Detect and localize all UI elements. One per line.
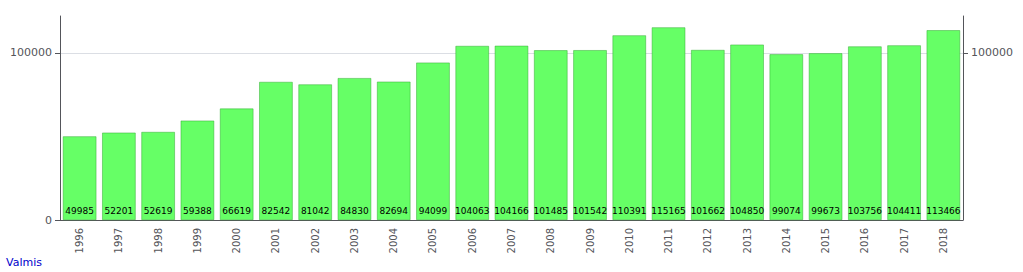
svg-text:104063: 104063 [455, 206, 489, 216]
svg-text:82542: 82542 [262, 206, 291, 216]
svg-text:2002: 2002 [310, 228, 321, 253]
svg-text:110391: 110391 [612, 206, 646, 216]
svg-text:2012: 2012 [702, 228, 713, 253]
svg-text:59388: 59388 [183, 206, 212, 216]
svg-text:52201: 52201 [105, 206, 134, 216]
svg-text:1997: 1997 [113, 228, 124, 253]
svg-text:1999: 1999 [192, 228, 203, 253]
svg-text:2003: 2003 [349, 228, 360, 253]
svg-text:2018: 2018 [938, 228, 949, 253]
svg-text:94099: 94099 [419, 206, 448, 216]
svg-text:2000: 2000 [231, 228, 242, 253]
svg-text:81042: 81042 [301, 206, 330, 216]
svg-text:52619: 52619 [144, 206, 173, 216]
svg-text:103756: 103756 [848, 206, 883, 216]
svg-text:99673: 99673 [811, 206, 840, 216]
svg-text:2008: 2008 [545, 228, 556, 253]
svg-text:104166: 104166 [494, 206, 529, 216]
svg-text:2016: 2016 [859, 228, 870, 253]
svg-text:2011: 2011 [663, 228, 674, 253]
svg-text:2017: 2017 [899, 228, 910, 253]
svg-text:100000: 100000 [971, 46, 1013, 59]
svg-text:82694: 82694 [379, 206, 408, 216]
svg-text:2005: 2005 [427, 228, 438, 253]
svg-text:2007: 2007 [506, 228, 517, 253]
svg-text:2013: 2013 [742, 228, 753, 253]
svg-text:2006: 2006 [467, 228, 478, 253]
svg-text:66619: 66619 [222, 206, 251, 216]
svg-text:Valmis: Valmis [6, 256, 42, 269]
svg-text:100000: 100000 [10, 46, 52, 59]
svg-text:2010: 2010 [624, 228, 635, 253]
svg-text:101485: 101485 [534, 206, 568, 216]
svg-text:2014: 2014 [781, 228, 792, 253]
svg-text:1996: 1996 [74, 228, 85, 253]
svg-text:113466: 113466 [926, 206, 961, 216]
svg-text:101542: 101542 [573, 206, 607, 216]
svg-text:104850: 104850 [730, 206, 765, 216]
svg-text:104411: 104411 [887, 206, 921, 216]
svg-text:2009: 2009 [585, 228, 596, 253]
svg-text:1998: 1998 [153, 228, 164, 253]
svg-text:2015: 2015 [820, 228, 831, 253]
svg-text:115165: 115165 [651, 206, 685, 216]
svg-text:99074: 99074 [772, 206, 801, 216]
svg-text:49985: 49985 [65, 206, 94, 216]
svg-text:2004: 2004 [388, 228, 399, 253]
svg-text:0: 0 [45, 214, 52, 227]
svg-text:84830: 84830 [340, 206, 369, 216]
svg-text:2001: 2001 [270, 228, 281, 253]
svg-text:101662: 101662 [691, 206, 725, 216]
